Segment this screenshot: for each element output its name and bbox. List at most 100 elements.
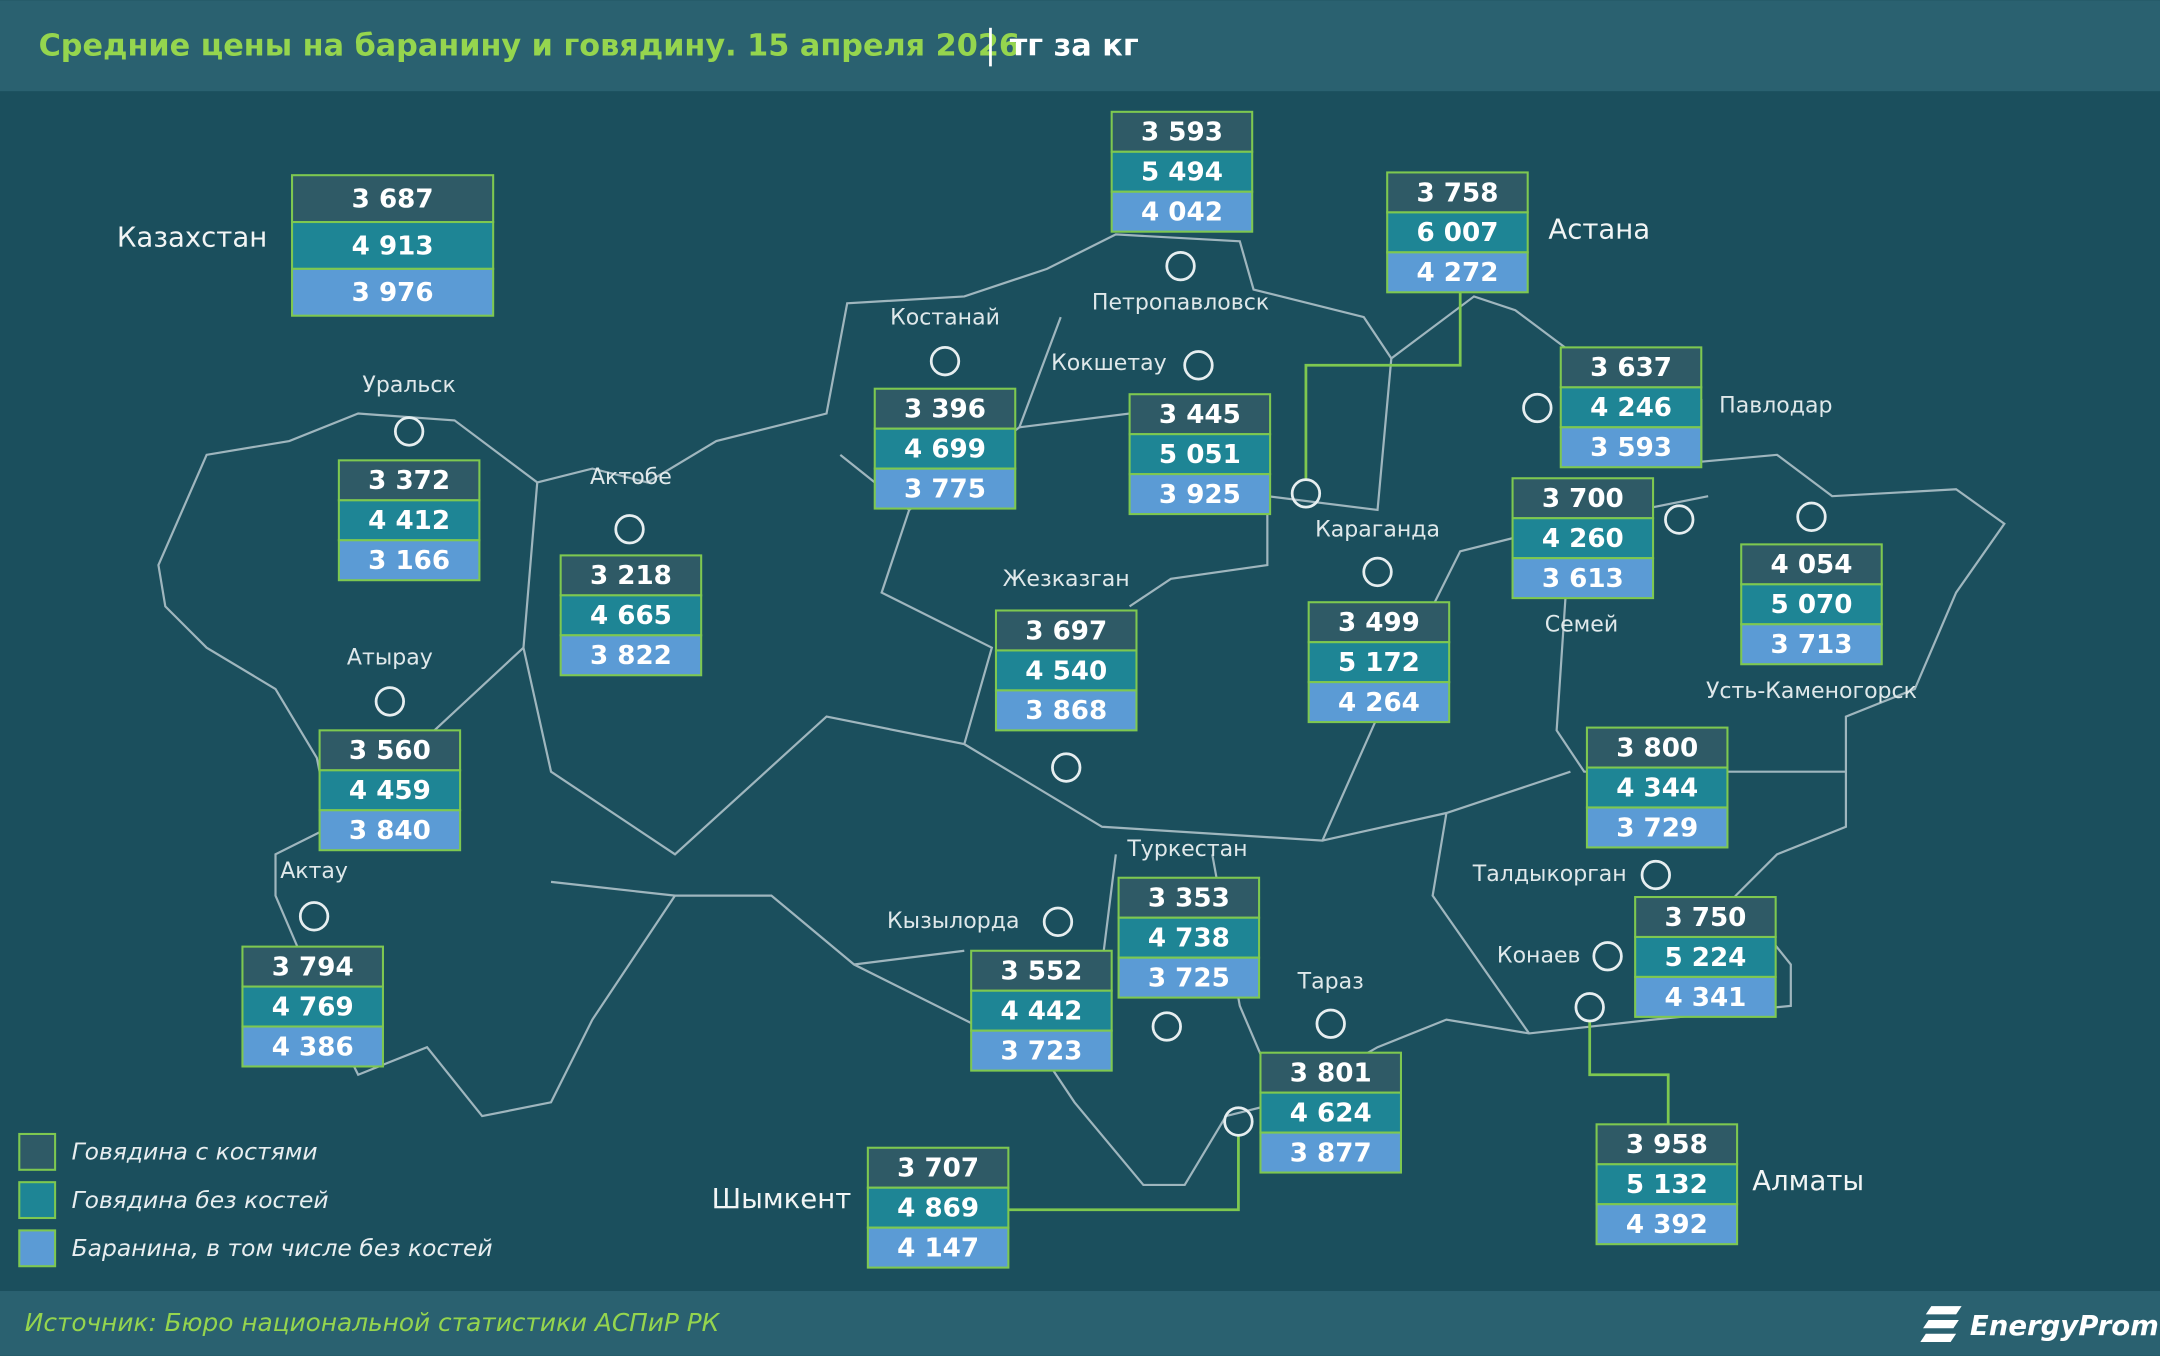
price-cell <box>1110 110 1254 153</box>
price-value: 3 560 <box>349 736 431 766</box>
price-value: 3 593 <box>1590 433 1672 463</box>
legend-swatch <box>18 1229 57 1268</box>
legend-swatch <box>18 1132 57 1171</box>
region: Петропавловск 3 593 5 494 4 042 <box>1092 110 1269 315</box>
region: Семей 3 700 4 260 3 613 <box>1511 477 1695 638</box>
price-value: 4 147 <box>897 1233 979 1263</box>
price-value: 3 750 <box>1664 903 1746 933</box>
region: Караганда 3 499 5 172 4 264 <box>1307 518 1451 724</box>
region: Уральск 3 372 4 412 3 166 <box>337 373 481 582</box>
city-marker <box>374 686 406 717</box>
price-value: 3 877 <box>1290 1138 1372 1168</box>
city-marker <box>929 346 961 377</box>
price-value: 3 800 <box>1616 733 1698 763</box>
city-marker <box>1664 504 1695 535</box>
price-cell <box>1307 681 1451 724</box>
region: Туркестан 3 353 4 738 3 725 <box>1117 837 1261 1042</box>
price-value: 3 593 <box>1141 118 1223 148</box>
region-name: Алматы <box>1752 1165 1864 1197</box>
price-cell <box>1259 1131 1403 1174</box>
price-value: 5 494 <box>1141 158 1223 188</box>
city-marker <box>1522 392 1553 424</box>
price-cell <box>1740 543 1883 586</box>
price-value: 3 637 <box>1590 353 1672 383</box>
price-value: 3 758 <box>1416 178 1498 208</box>
price-cell <box>1307 641 1451 684</box>
price-value: 3 499 <box>1338 608 1420 638</box>
legend: Говядина с костями Говядина без костей Бар… <box>18 1132 493 1268</box>
title: Средние цены на баранину и говядину. 15 … <box>39 29 1020 64</box>
connector <box>1304 292 1462 480</box>
city-marker <box>1183 350 1214 381</box>
region-name: Конаев <box>1497 943 1581 968</box>
price-cell <box>337 539 481 582</box>
price-cell <box>1740 583 1883 626</box>
price-value: 3 713 <box>1771 630 1853 660</box>
price-value: 4 392 <box>1626 1210 1708 1240</box>
region-name: Уральск <box>362 373 455 398</box>
logo-icon <box>1920 1306 1962 1342</box>
region: Костанай 3 396 4 699 3 775 <box>873 305 1017 510</box>
city-marker <box>1042 906 1074 937</box>
legend-swatch <box>18 1181 57 1220</box>
price-cell <box>994 689 1138 732</box>
city-marker <box>1362 556 1393 588</box>
price-cell <box>1110 190 1254 233</box>
price-value: 4 913 <box>352 231 434 261</box>
price-value: 4 042 <box>1141 198 1223 228</box>
price-value: 4 272 <box>1416 258 1498 288</box>
price-value: 4 260 <box>1542 524 1624 554</box>
price-value: 3 445 <box>1159 400 1241 430</box>
price-value: 4 054 <box>1771 550 1853 580</box>
price-value: 3 801 <box>1290 1059 1372 1089</box>
price-cell <box>866 1226 1010 1269</box>
region-name: Кокшетау <box>1051 351 1167 376</box>
region-name: Казахстан <box>117 222 267 254</box>
region: Астана 3 758 6 007 4 272 <box>1290 171 1650 509</box>
price-cell <box>1128 433 1272 476</box>
legend-label: Говядина без костей <box>72 1186 329 1214</box>
region-name: Астана <box>1548 213 1650 245</box>
price-cell <box>873 427 1017 470</box>
region-name: Шымкент <box>712 1183 852 1215</box>
region-name: Талдыкорган <box>1472 862 1627 887</box>
price-value: 5 132 <box>1626 1170 1708 1200</box>
price-value: 5 051 <box>1159 440 1241 470</box>
price-value: 6 007 <box>1416 218 1498 248</box>
city-marker <box>1151 1011 1182 1042</box>
price-cell <box>559 554 703 597</box>
price-cell <box>1585 766 1729 809</box>
price-value: 5 224 <box>1664 943 1746 973</box>
price-cell <box>1259 1051 1403 1094</box>
city-marker <box>1165 250 1196 282</box>
region-name: Тараз <box>1297 969 1364 994</box>
region: Жезказган 3 697 4 540 3 868 <box>994 567 1138 783</box>
price-value: 3 707 <box>897 1154 979 1184</box>
region: Шымкент 3 707 4 869 4 147 <box>712 1106 1254 1269</box>
price-cell <box>1585 726 1729 769</box>
price-value: 4 386 <box>272 1032 354 1062</box>
region: Алматы 3 958 5 132 4 392 <box>1574 992 1864 1246</box>
logo: EnergyProm <box>1970 1310 2159 1342</box>
region-name: Туркестан <box>1126 837 1247 862</box>
price-cell <box>1634 895 1777 939</box>
price-value: 3 822 <box>590 641 672 671</box>
price-value: 4 699 <box>904 435 986 465</box>
price-cell <box>337 499 481 542</box>
price-value: 3 958 <box>1626 1130 1708 1160</box>
price-value: 3 840 <box>349 816 431 846</box>
price-value: 3 396 <box>904 395 986 425</box>
price-value: 4 738 <box>1148 924 1230 954</box>
city-marker <box>298 901 330 932</box>
city-marker <box>1315 1008 1346 1039</box>
price-cell <box>994 649 1138 692</box>
price-cell <box>1585 806 1729 849</box>
price-value: 3 925 <box>1159 480 1241 510</box>
price-value: 4 412 <box>368 506 450 536</box>
price-cell <box>1128 393 1272 436</box>
price-value: 3 723 <box>1000 1037 1082 1067</box>
price-cell <box>1386 251 1529 294</box>
city-marker <box>1574 992 1605 1023</box>
price-cell <box>291 174 495 224</box>
